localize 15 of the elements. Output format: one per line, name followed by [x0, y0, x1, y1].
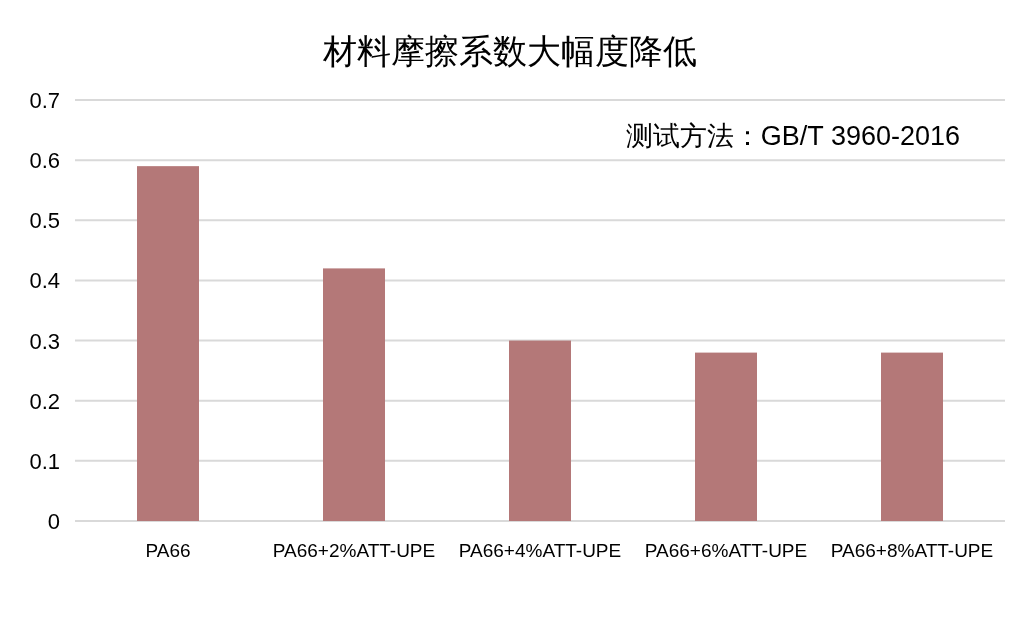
- y-tick-label: 0.3: [29, 328, 60, 354]
- y-tick-label: 0.6: [29, 148, 60, 174]
- x-tick-label: PA66+8%ATT-UPE: [830, 540, 994, 561]
- x-tick-label: PA66+6%ATT-UPE: [644, 540, 808, 561]
- x-tick-label: PA66+2%ATT-UPE: [272, 540, 436, 561]
- y-tick-label: 0.1: [29, 448, 60, 474]
- y-tick-label: 0.7: [29, 88, 60, 113]
- y-tick-label: 0: [47, 509, 60, 534]
- x-tick-label: PA66: [145, 540, 191, 561]
- annotation: 测试方法：GB/T 3960-2016: [625, 121, 960, 151]
- x-tick-label: PA66+4%ATT-UPE: [458, 540, 622, 561]
- y-tick-label: 0.2: [29, 388, 60, 414]
- chart-title: 材料摩擦系数大幅度降低: [322, 32, 697, 70]
- y-tick-label: 0.4: [29, 268, 60, 294]
- y-tick-label: 0.5: [29, 208, 60, 234]
